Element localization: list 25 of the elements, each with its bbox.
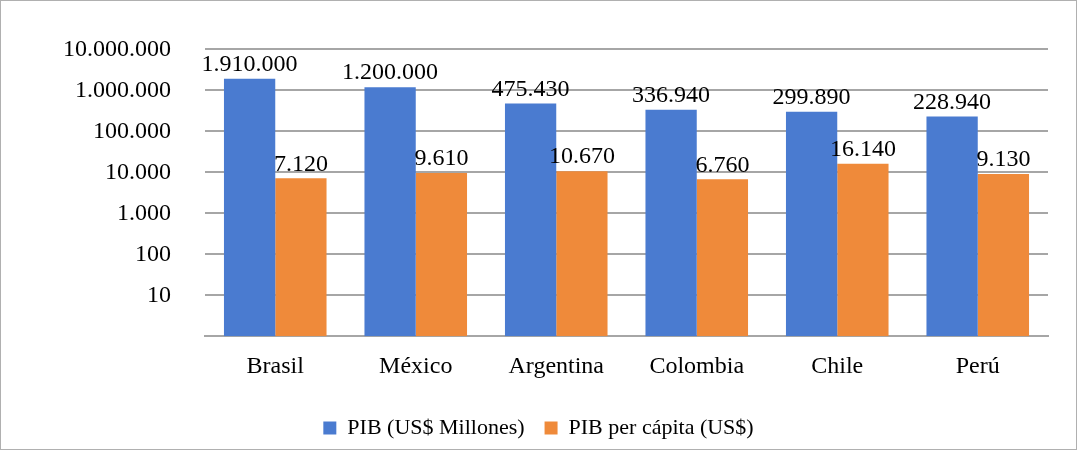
y-tick-label: 10.000.000 [63, 34, 171, 61]
x-tick-label: Perú [955, 351, 1000, 378]
y-tick-label: 100.000 [93, 116, 171, 143]
y-tick-label: 100 [135, 239, 171, 266]
data-label: 1.200.000 [342, 58, 439, 85]
data-label: 9.130 [976, 145, 1031, 172]
data-label: 9.610 [414, 144, 469, 171]
data-label: 7.120 [273, 149, 328, 176]
y-tick-label: 10.000 [105, 157, 171, 184]
legend-label: PIB per cápita (US$) [568, 413, 754, 439]
data-label: 6.760 [695, 150, 750, 177]
legend-label: PIB (US$ Millones) [347, 413, 525, 439]
x-tick-label: Argentina [508, 351, 605, 378]
data-label: 336.940 [632, 81, 711, 108]
x-tick-label: Brasil [246, 351, 305, 378]
y-tick-label: 1.000 [117, 198, 171, 225]
y-tick-label: 1.000.000 [75, 75, 171, 102]
data-label: 299.890 [772, 83, 851, 110]
x-tick-label: México [379, 351, 453, 378]
x-tick-label: Chile [811, 351, 864, 378]
x-tick-label: Colombia [649, 351, 745, 378]
y-tick-label: 10 [147, 280, 171, 307]
data-label: 1.910.000 [201, 50, 298, 77]
data-label: 228.940 [913, 87, 992, 114]
data-label: 475.430 [491, 74, 570, 101]
